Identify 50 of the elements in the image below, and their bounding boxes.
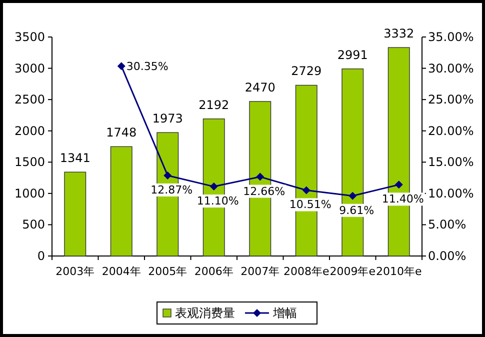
data-label: 1341 (60, 151, 90, 166)
y-tick-label: 500 (22, 218, 45, 232)
point (394, 180, 403, 189)
legend-label: 表观消费量 (175, 306, 235, 320)
data-label: 30.35% (126, 60, 168, 74)
bar (110, 146, 132, 256)
point (348, 192, 357, 200)
y2-tick-label: 25.00% (428, 92, 474, 107)
data-label: 3332 (384, 26, 414, 41)
y-tick-label: 3500 (14, 30, 45, 44)
y2-tick-label: 20.00% (428, 124, 474, 138)
y2-tick-label: 0.00% (428, 249, 466, 263)
y2-tick-label: 5.00% (428, 218, 466, 232)
x-tick-label: 2009年e (330, 265, 376, 278)
point (302, 186, 310, 194)
data-label: 2470 (244, 80, 276, 94)
data-label: 1973 (152, 112, 183, 126)
x-tick-label: 2008年e (283, 265, 330, 278)
data-label: 9.61% (339, 204, 374, 217)
x-tick-label: 2004年 (102, 265, 141, 278)
data-label: 10.51% (289, 198, 332, 212)
y2-tick-label: 15.00% (428, 155, 474, 170)
point (210, 182, 218, 191)
data-label: 11.10% (196, 194, 239, 208)
y2-tick-label: 35.00% (428, 30, 474, 44)
x-tick-label: 2005年 (148, 265, 188, 278)
x-tick-label: 2003年 (56, 265, 95, 278)
x-tick-label: 2010年e (376, 265, 422, 278)
data-label: 2991 (337, 48, 368, 62)
y-tick-label: 1500 (14, 155, 45, 170)
legend-label: 增幅 (272, 306, 297, 320)
x-tick-label: 2007年 (240, 265, 280, 278)
y-tick-label: 2500 (14, 92, 45, 107)
y-tick-label: 2000 (14, 124, 45, 138)
data-label: 2192 (198, 98, 230, 112)
y-tick-label: 0 (37, 249, 45, 263)
point (256, 172, 264, 181)
y-tick-label: 3000 (14, 61, 45, 76)
bar (64, 172, 86, 256)
data-label: 11.40% (382, 192, 424, 206)
point (117, 62, 126, 70)
point (164, 171, 172, 180)
data-label: 2729 (291, 64, 322, 78)
y2-tick-label: 30.00% (428, 61, 474, 76)
data-label: 12.66% (243, 184, 286, 198)
data-label: 12.87% (150, 183, 193, 196)
data-label: 1748 (106, 126, 137, 140)
y2-tick-label: 10.00% (428, 186, 474, 200)
x-tick-label: 2006年 (194, 265, 234, 278)
y-tick-label: 1000 (14, 186, 45, 200)
